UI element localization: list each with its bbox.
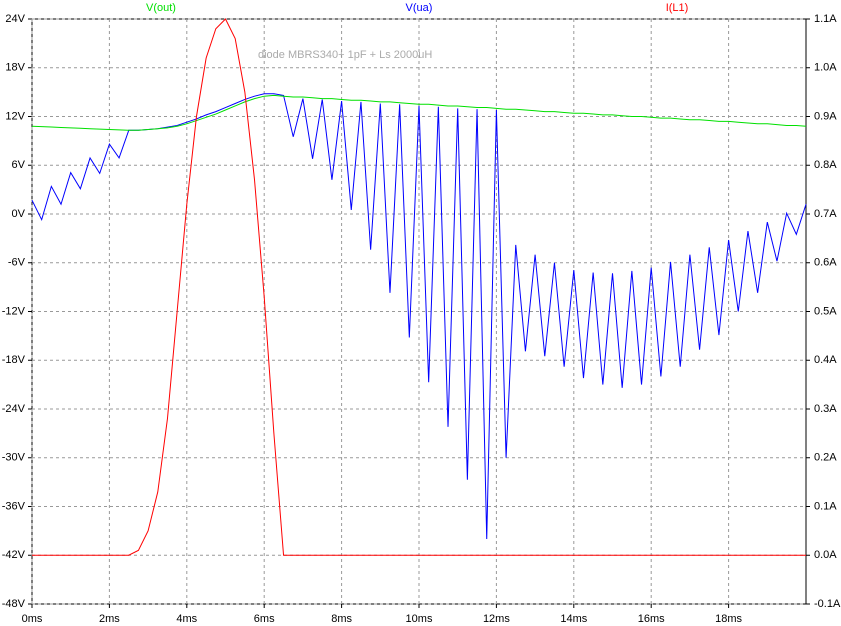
y2-tick-label: 0.9A	[814, 110, 837, 122]
x-tick-label: 18ms	[715, 613, 742, 625]
y-tick-label: 12V	[5, 110, 25, 122]
x-tick-label: 6ms	[254, 613, 275, 625]
y2-tick-label: 0.3A	[814, 403, 837, 415]
y2-tick-label: 0.1A	[814, 500, 837, 512]
y-tick-label: -36V	[2, 500, 26, 512]
y-tick-label: -42V	[2, 549, 26, 561]
y2-tick-label: 0.7A	[814, 208, 837, 220]
y-tick-label: -18V	[2, 354, 26, 366]
y-tick-label: 18V	[5, 62, 25, 74]
y-tick-label: 6V	[12, 159, 26, 171]
legend-label: V(ua)	[406, 2, 433, 14]
y2-tick-label: 0.5A	[814, 305, 837, 317]
x-tick-label: 4ms	[176, 613, 197, 625]
x-tick-label: 14ms	[560, 613, 587, 625]
x-tick-label: 16ms	[638, 613, 665, 625]
series-line	[32, 18, 806, 556]
y2-tick-label: 1.0A	[814, 62, 837, 74]
y-tick-label: 0V	[12, 208, 26, 220]
y-tick-label: -6V	[8, 257, 26, 269]
y2-tick-label: 0.8A	[814, 159, 837, 171]
y-tick-label: -30V	[2, 452, 26, 464]
y2-tick-label: 0.6A	[814, 257, 837, 269]
y-tick-label: -12V	[2, 305, 26, 317]
y2-tick-label: 0.0A	[814, 549, 837, 561]
x-tick-label: 8ms	[331, 613, 352, 625]
x-tick-label: 10ms	[406, 613, 433, 625]
y2-tick-label: -0.1A	[814, 598, 841, 610]
legend-label: I(L1)	[666, 2, 689, 14]
y-tick-label: -24V	[2, 403, 26, 415]
series-line	[31, 94, 807, 131]
y-tick-label: -48V	[2, 598, 26, 610]
y2-tick-label: 0.4A	[814, 354, 837, 366]
legend-label: V(out)	[146, 2, 176, 14]
annotation: diode MBRS340+ 1pF + Ls 2000uH	[258, 49, 432, 61]
y2-tick-label: 0.2A	[814, 452, 837, 464]
x-tick-label: 0ms	[22, 613, 43, 625]
y2-tick-label: 1.1A	[814, 13, 837, 25]
x-tick-label: 12ms	[483, 613, 510, 625]
x-tick-label: 2ms	[99, 613, 120, 625]
y-tick-label: 24V	[5, 13, 25, 25]
